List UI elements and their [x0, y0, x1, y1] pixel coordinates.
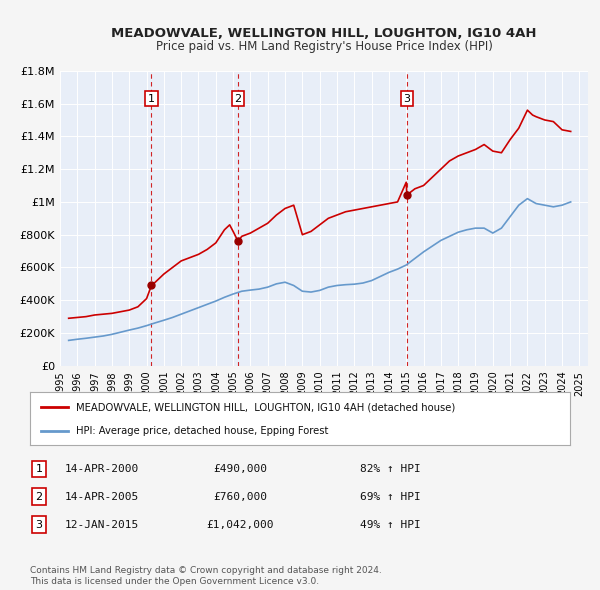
- Text: 1: 1: [35, 464, 43, 474]
- Text: 3: 3: [35, 520, 43, 529]
- Text: 3: 3: [403, 94, 410, 104]
- Text: MEADOWVALE, WELLINGTON HILL, LOUGHTON, IG10 4AH: MEADOWVALE, WELLINGTON HILL, LOUGHTON, I…: [111, 27, 537, 40]
- Text: 14-APR-2000: 14-APR-2000: [65, 464, 139, 474]
- Text: 1: 1: [148, 94, 155, 104]
- Text: HPI: Average price, detached house, Epping Forest: HPI: Average price, detached house, Eppi…: [76, 425, 328, 435]
- Text: 49% ↑ HPI: 49% ↑ HPI: [359, 520, 421, 529]
- Text: 14-APR-2005: 14-APR-2005: [65, 492, 139, 502]
- Text: £490,000: £490,000: [213, 464, 267, 474]
- Text: MEADOWVALE, WELLINGTON HILL,  LOUGHTON, IG10 4AH (detached house): MEADOWVALE, WELLINGTON HILL, LOUGHTON, I…: [76, 402, 455, 412]
- Text: 69% ↑ HPI: 69% ↑ HPI: [359, 492, 421, 502]
- Text: £760,000: £760,000: [213, 492, 267, 502]
- Text: Price paid vs. HM Land Registry's House Price Index (HPI): Price paid vs. HM Land Registry's House …: [155, 40, 493, 53]
- Text: 12-JAN-2015: 12-JAN-2015: [65, 520, 139, 529]
- Text: Contains HM Land Registry data © Crown copyright and database right 2024.
This d: Contains HM Land Registry data © Crown c…: [30, 566, 382, 586]
- Text: 82% ↑ HPI: 82% ↑ HPI: [359, 464, 421, 474]
- Text: 2: 2: [35, 492, 43, 502]
- Text: 2: 2: [235, 94, 242, 104]
- Text: £1,042,000: £1,042,000: [206, 520, 274, 529]
